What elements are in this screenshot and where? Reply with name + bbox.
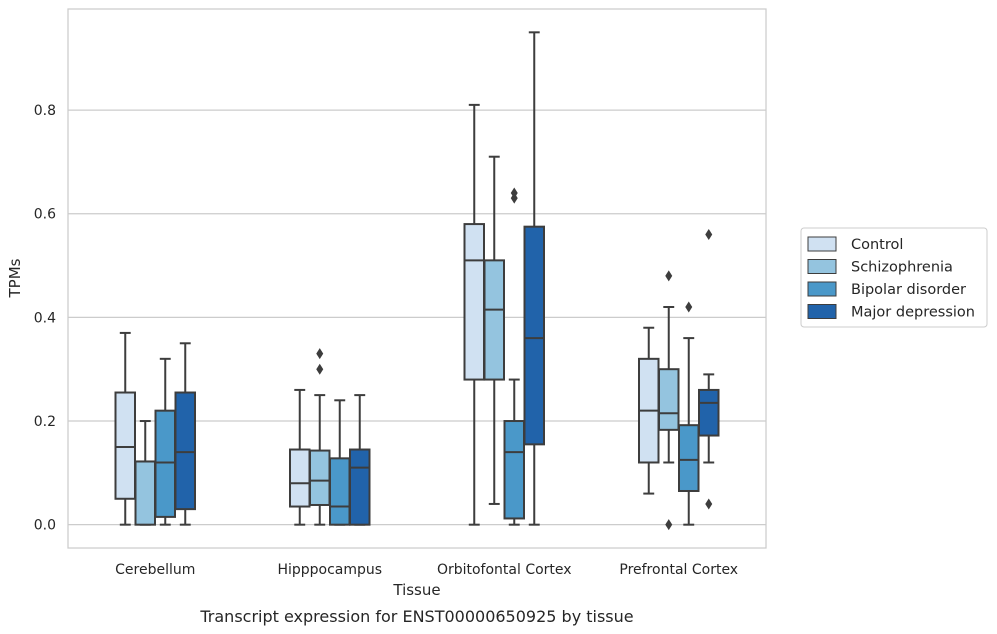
- box-bipolar-disorder: [678, 301, 700, 526]
- box-major-depression: [698, 228, 720, 510]
- legend-label: Major depression: [851, 305, 975, 321]
- box-iqr: [503, 420, 525, 520]
- outlier-point: [316, 348, 324, 360]
- box-iqr: [349, 448, 371, 526]
- box-schizophrenia: [483, 155, 505, 505]
- y-tick-label: 0.2: [34, 414, 56, 430]
- box-bipolar-disorder: [154, 357, 176, 526]
- legend-swatch: [807, 304, 837, 319]
- x-axis-title: Tissue: [392, 581, 440, 599]
- y-axis-ticks: 0.0 0.2 0.4 0.6 0.8: [34, 103, 56, 534]
- legend: Control Schizophrenia Bipolar disorder Majo…: [800, 227, 988, 328]
- x-tick-label: Prefrontal Cortex: [619, 562, 738, 578]
- box-iqr: [114, 391, 136, 500]
- y-tick-label: 0.6: [34, 207, 56, 223]
- box-iqr: [134, 460, 156, 526]
- box-series-layer: [114, 31, 720, 531]
- x-tick-label: Orbitofontal Cortex: [437, 562, 572, 578]
- box-control: [638, 326, 660, 495]
- legend-swatch: [807, 281, 837, 297]
- legend-label: Bipolar disorder: [851, 282, 966, 298]
- box-iqr: [289, 448, 311, 508]
- box-iqr: [329, 457, 351, 526]
- box-iqr: [698, 388, 720, 437]
- box-bipolar-disorder: [503, 187, 525, 526]
- box-iqr: [523, 225, 545, 446]
- outlier-point: [685, 301, 693, 313]
- y-tick-label: 0.8: [34, 103, 56, 119]
- legend-frame: [800, 227, 988, 328]
- box-iqr: [678, 424, 700, 492]
- chart-caption: Transcript expression for ENST0000065092…: [199, 607, 633, 626]
- box-major-depression: [349, 394, 371, 526]
- plot-area-frame: [67, 8, 767, 549]
- box-major-depression: [523, 31, 545, 526]
- box-control: [463, 103, 485, 526]
- legend-label: Control: [851, 237, 903, 253]
- x-axis-ticks: Cerebellum Hipppocampus Orbitofontal Corte…: [115, 562, 738, 578]
- box-iqr: [463, 223, 485, 381]
- box-bipolar-disorder: [329, 399, 351, 526]
- legend-swatch: [807, 259, 837, 274]
- y-tick-label: 0.0: [34, 518, 56, 534]
- box-iqr: [483, 259, 505, 381]
- legend-swatch: [807, 236, 837, 252]
- outlier-point: [665, 519, 673, 531]
- box-iqr: [658, 368, 680, 431]
- y-tick-label: 0.4: [34, 310, 56, 326]
- box-control: [114, 331, 136, 526]
- box-major-depression: [174, 342, 196, 526]
- legend-label: Schizophrenia: [851, 260, 953, 276]
- outlier-point: [705, 228, 713, 240]
- box-schizophrenia: [309, 348, 331, 526]
- box-schizophrenia: [134, 420, 156, 526]
- outlier-point: [510, 187, 518, 199]
- box-iqr: [174, 391, 196, 511]
- box-iqr: [309, 449, 331, 506]
- outlier-point: [665, 270, 673, 282]
- y-axis-title: TPMs: [6, 258, 24, 298]
- outlier-point: [705, 498, 713, 510]
- outlier-point: [316, 363, 324, 375]
- box-schizophrenia: [658, 270, 680, 531]
- box-control: [289, 388, 311, 526]
- box-iqr: [154, 409, 176, 518]
- x-tick-label: Cerebellum: [115, 562, 195, 578]
- x-tick-label: Hipppocampus: [277, 562, 382, 578]
